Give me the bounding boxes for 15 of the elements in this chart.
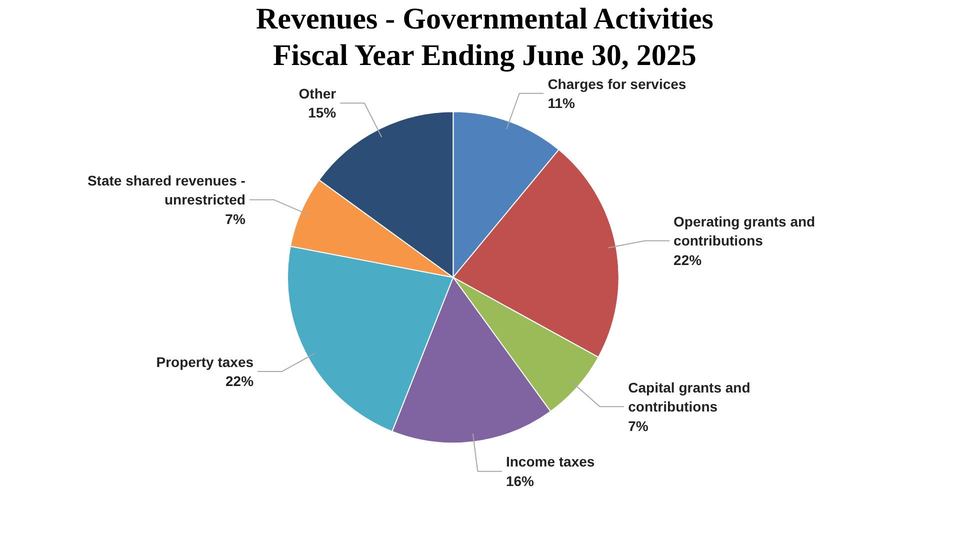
slice-label: Property taxes [156,354,254,370]
slice-label: Capital grants and contributions [628,379,750,415]
slice-label: Other [298,86,337,102]
data-label: 7% [628,418,649,434]
chart-title: Revenues - Governmental Activities Fiscal Year Ending June 30, 2025 [256,2,714,72]
data-label: 22% [226,373,254,390]
slice-label: Income taxes [506,454,595,470]
data-label: 11% [548,94,576,111]
data-label: 7% [225,210,246,227]
slice-label: Operating grants and contributions [674,214,816,249]
data-label: 16% [506,472,535,489]
slice-label: State shared revenues - unrestricted [87,172,246,208]
data-label: 22% [674,252,702,268]
data-label: 15% [308,104,337,121]
slice-label: Charges for services [548,76,686,92]
